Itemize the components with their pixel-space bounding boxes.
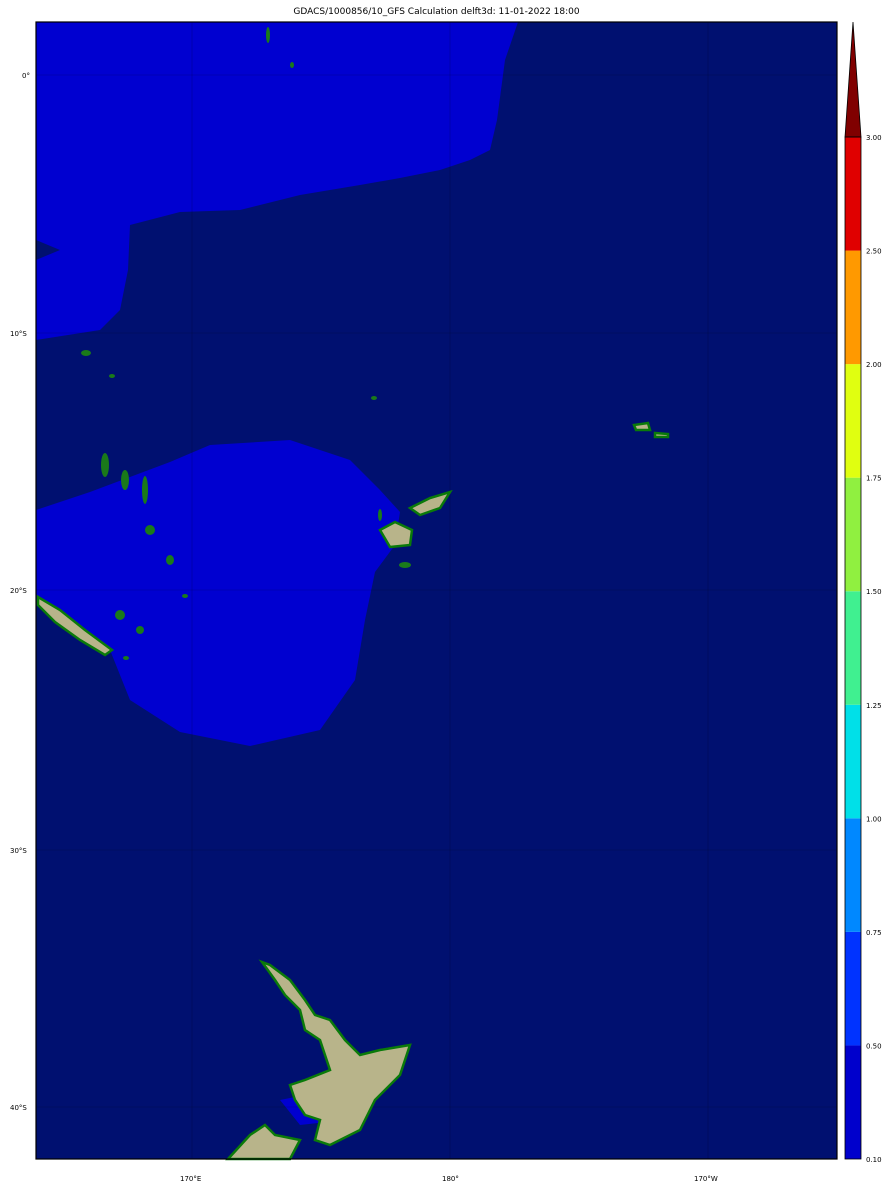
- new-zealand-north-island: [258, 959, 412, 1147]
- lat-axis: 0° 10°S 20°S 30°S 40°S: [10, 72, 30, 1112]
- colorbar-segment: [845, 364, 861, 478]
- lon-label: 170°E: [180, 1175, 201, 1183]
- colorbar-segment: [845, 931, 861, 1046]
- colorbar-frame: [844, 136, 862, 1160]
- lat-label: 0°: [22, 72, 30, 80]
- lat-label: 20°S: [10, 587, 27, 595]
- small-islands: [81, 27, 411, 660]
- colorbar-extend-arrow: [844, 21, 862, 138]
- colorbar-segment: [845, 137, 861, 251]
- landmasses: [36, 421, 670, 1161]
- colorbar-segment: [845, 818, 861, 932]
- colorbar-tick-label: 0.75: [866, 929, 882, 937]
- colorbar-segment: [845, 1045, 861, 1159]
- colorbar-segment: [845, 250, 861, 365]
- colorbar-tick-label: 1.25: [866, 702, 882, 710]
- colorbar-segment: [845, 591, 861, 705]
- lon-label: 170°W: [694, 1175, 718, 1183]
- map-panel[interactable]: [35, 21, 838, 1161]
- lat-label: 10°S: [10, 330, 27, 338]
- lon-label: 180°: [442, 1175, 459, 1183]
- viti-levu: [378, 520, 414, 549]
- wave-band-north: [36, 22, 518, 340]
- map-title: GDACS/1000856/10_GFS Calculation delft3d…: [293, 7, 580, 17]
- colorbar-tick-label: 2.50: [866, 248, 882, 256]
- colorbar-tick-label: 0.10: [866, 1156, 882, 1164]
- colorbar-tick-label: 0.50: [866, 1042, 882, 1050]
- colorbar-tick-label: 2.00: [866, 361, 882, 369]
- colorbar-tick-label: 1.00: [866, 815, 882, 823]
- new-caledonia: [36, 594, 115, 657]
- samoa: [632, 421, 652, 432]
- colorbar-segment: [845, 704, 861, 819]
- wave-band-south: [36, 440, 400, 746]
- samoa-east: [653, 431, 670, 439]
- lat-label: 40°S: [10, 1104, 27, 1112]
- vanua-levu: [407, 489, 453, 517]
- lon-axis: 170°E 180° 170°W: [180, 1175, 718, 1183]
- graticule: [36, 22, 837, 1159]
- colorbar-tick-label: 3.00: [866, 134, 882, 142]
- colorbar-segment: [845, 477, 861, 592]
- map-frame: [35, 21, 838, 1160]
- colorbar: 0.10 0.50 0.75 1.00 1.25 1.50 1.75 2.00 2.50 3.00: [844, 21, 882, 1164]
- colorbar-tick-label: 1.75: [866, 475, 882, 483]
- colorbar-tick-label: 1.50: [866, 588, 882, 596]
- lat-label: 30°S: [10, 847, 27, 855]
